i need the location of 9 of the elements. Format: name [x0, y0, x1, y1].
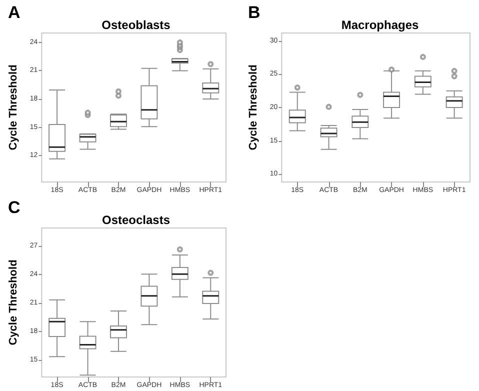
- y-axis-title: Cycle Threshold: [8, 260, 20, 346]
- chart-title: Osteoclasts: [102, 213, 170, 227]
- chart-title: Osteoblasts: [102, 18, 171, 32]
- y-axis-title: Cycle Threshold: [8, 64, 20, 150]
- text: B: [248, 3, 260, 22]
- text: A: [8, 3, 20, 22]
- text: C: [8, 198, 20, 217]
- chart-title: Macrophages: [341, 18, 419, 32]
- y-axis-title: Cycle Threshold: [248, 64, 260, 150]
